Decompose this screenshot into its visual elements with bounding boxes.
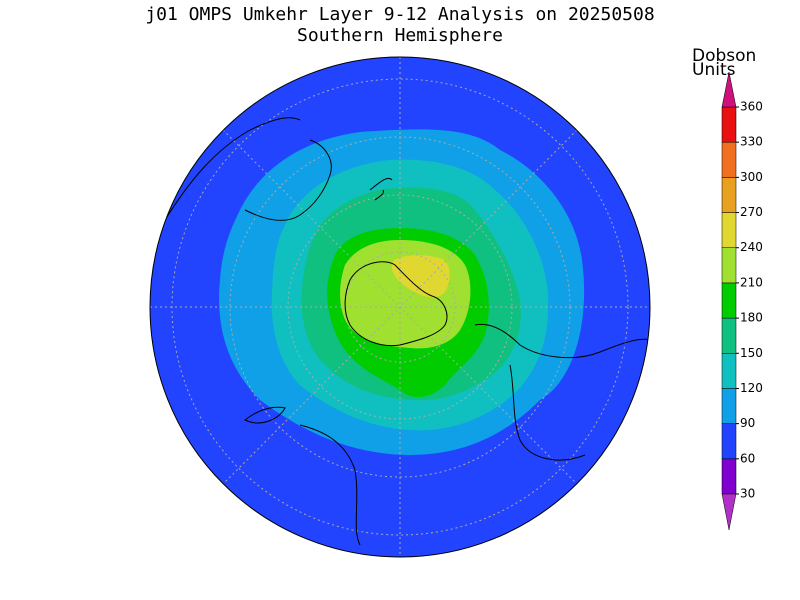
colorbar-tick-label: 30 [740, 487, 755, 501]
colorbar-label: Dobson [692, 46, 756, 66]
colorbar-band [721, 458, 737, 495]
colorbar-band [721, 317, 737, 354]
colorbar-tick-label: 240 [740, 240, 763, 254]
colorbar-band [721, 353, 737, 389]
colorbar-tick-label: 180 [740, 311, 763, 325]
map-border [149, 56, 651, 558]
colorbar-tick-label: 60 [740, 451, 755, 465]
title: j01 OMPS Umkehr Layer 9-12 Analysis on 2… [145, 4, 654, 25]
subtitle: Southern Hemisphere [297, 25, 503, 46]
colorbar-band [721, 177, 737, 213]
colorbar-band [721, 282, 737, 319]
colorbar-band [721, 423, 737, 460]
colorbar-tick-label: 120 [740, 381, 763, 395]
colorbar-band [721, 247, 737, 284]
colorbar-band [721, 141, 737, 178]
colorbar-tick-label: 150 [740, 346, 763, 360]
colorbar-tick-label: 210 [740, 275, 763, 289]
colorbar: 30 60 90 120 150 180 210 240 270 300 330 360 [721, 71, 763, 531]
colorbar-tick-label: 270 [740, 205, 763, 219]
coastlines [164, 117, 650, 546]
colorbar-over [721, 71, 737, 108]
colorbar-under [721, 493, 737, 531]
graticule [150, 57, 650, 557]
colorbar-band [721, 212, 737, 248]
colorbar-tick-label: 300 [740, 170, 763, 184]
level-240 [391, 255, 450, 298]
colorbar-tick-label: 360 [740, 100, 763, 114]
colorbar-tick-label: 90 [740, 416, 755, 430]
colorbar-label: Units [692, 60, 736, 80]
ozone-field [150, 57, 650, 557]
colorbar-tick-label: 330 [740, 135, 763, 149]
colorbar-band [721, 106, 737, 143]
colorbar-band [721, 388, 737, 424]
